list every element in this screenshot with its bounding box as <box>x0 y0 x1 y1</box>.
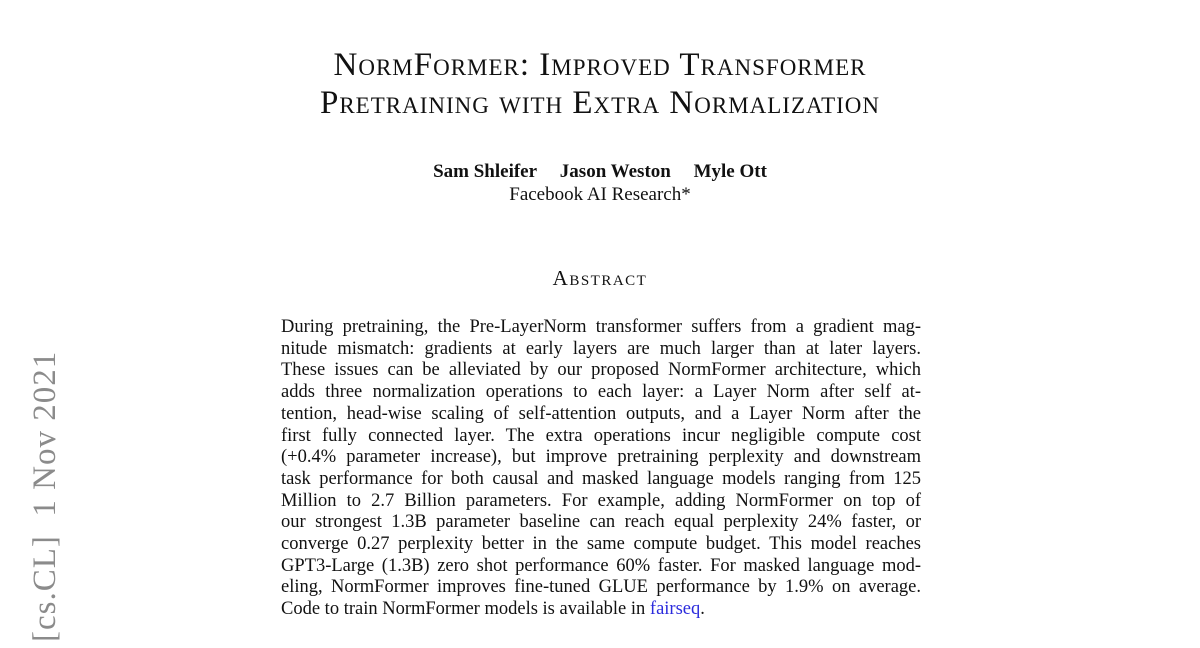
abstract-last-line: Code to train NormFormer models is avail… <box>281 599 921 621</box>
authors-row: Sam Shleifer Jason Weston Myle Ott <box>0 160 1200 183</box>
abstract-last-line-suffix: . <box>700 599 705 620</box>
abstract-line: adds three normalization operations to e… <box>281 382 921 403</box>
abstract-line: eling, NormFormer improves fine-tuned GL… <box>281 577 921 598</box>
abstract-line: task performance for both causal and mas… <box>281 468 921 489</box>
abstract-line: (+0.4% parameter increase), but improve … <box>281 447 921 468</box>
abstract-line: During pretraining, the Pre-LayerNorm tr… <box>281 317 921 337</box>
arxiv-stamp: [cs.CL] 1 Nov 2021 <box>27 350 63 642</box>
abstract-line: nitude mismatch: gradients at early laye… <box>281 338 921 359</box>
page-title: NormFormer: Improved Transformer Pretrai… <box>0 46 1200 122</box>
abstract-line: our strongest 1.3B parameter baseline ca… <box>281 512 921 533</box>
author-2: Jason Weston <box>559 161 671 182</box>
abstract-line: Million to 2.7 Billion parameters. For e… <box>281 490 921 511</box>
fairseq-link[interactable]: fairseq <box>649 599 701 620</box>
title-line-1: NormFormer: Improved Transformer <box>333 47 867 83</box>
abstract-body: During pretraining, the Pre-LayerNorm tr… <box>281 317 921 621</box>
author-3: Myle Ott <box>693 161 767 182</box>
title-line-2: Pretraining with Extra Normalization <box>319 85 881 121</box>
abstract-line: These issues can be alleviated by our pr… <box>281 360 921 381</box>
abstract-line: converge 0.27 perplexity better in the s… <box>281 534 921 555</box>
affiliation: Facebook AI Research* <box>509 184 691 205</box>
abstract-line: tention, head-wise scaling of self-atten… <box>281 403 921 424</box>
abstract-line: first fully connected layer. The extra o… <box>281 425 921 446</box>
abstract-line: GPT3-Large (1.3B) zero shot performance … <box>281 555 921 576</box>
author-1: Sam Shleifer <box>433 161 538 182</box>
abstract-lines: During pretraining, the Pre-LayerNorm tr… <box>281 317 921 599</box>
abstract-last-line-prefix: Code to train NormFormer models is avail… <box>281 599 650 620</box>
abstract-heading: Abstract <box>552 266 648 290</box>
